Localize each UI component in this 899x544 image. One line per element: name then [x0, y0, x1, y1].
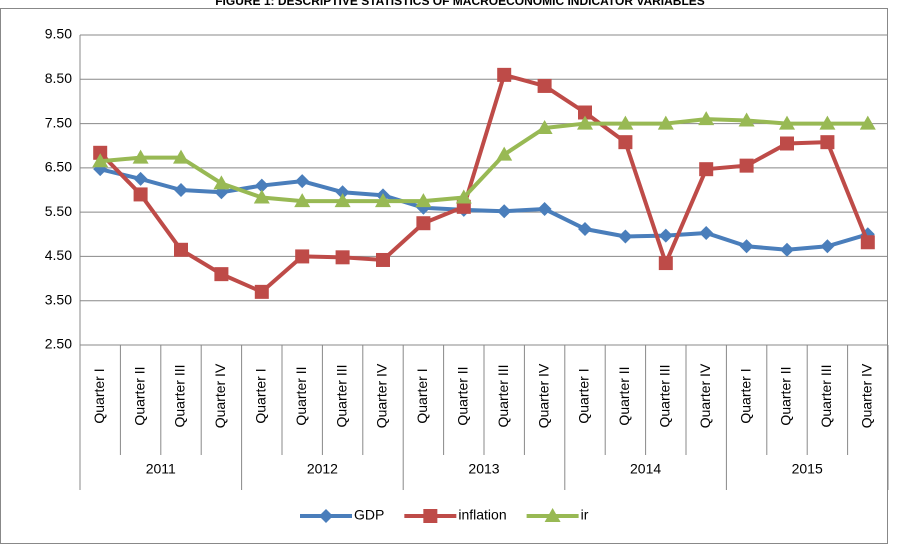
x-tick-label: Quarter I	[91, 368, 107, 423]
point	[860, 235, 875, 250]
point	[577, 115, 593, 130]
point	[738, 112, 755, 127]
point	[658, 256, 673, 271]
point	[779, 115, 795, 130]
legend-marker	[423, 509, 438, 523]
point	[536, 120, 553, 134]
group-label: 2013	[468, 461, 499, 477]
point	[416, 216, 431, 231]
point	[174, 242, 188, 257]
point	[618, 229, 633, 244]
point	[93, 145, 108, 160]
point	[578, 221, 592, 236]
point	[819, 115, 836, 130]
line	[99, 167, 869, 252]
x-tick-label: Quarter III	[818, 364, 834, 427]
group-label: 2014	[630, 461, 661, 477]
chart-title: FIGURE 1: DESCRIPTIVE STATISTICS OF MACR…	[215, 0, 705, 8]
x-tick-label: Quarter IV	[535, 363, 551, 428]
point	[133, 171, 148, 186]
point	[376, 252, 390, 267]
point	[537, 78, 552, 93]
x-tick-label: Quarter II	[131, 366, 147, 425]
x-tick-label: Quarter IV	[697, 363, 713, 428]
point	[699, 162, 714, 177]
point	[658, 228, 673, 243]
point	[537, 202, 552, 217]
legend-marker	[319, 509, 333, 523]
point	[334, 193, 351, 208]
point	[496, 146, 513, 161]
group-label: 2011	[146, 461, 176, 477]
x-tick-label: Quarter III	[495, 364, 511, 427]
chart-frame	[0, 8, 888, 544]
point	[214, 267, 229, 282]
point	[132, 149, 149, 164]
point	[295, 249, 310, 264]
y-tick-label: 9.50	[45, 26, 72, 42]
point	[820, 135, 835, 150]
point	[133, 187, 148, 202]
y-tick-label: 3.50	[45, 291, 72, 307]
y-tick-label: 8.50	[45, 70, 72, 86]
x-tick-label: Quarter II	[455, 366, 471, 425]
legend-label: GDP	[354, 507, 384, 523]
point	[739, 239, 754, 254]
y-tick-label: 6.50	[45, 159, 72, 175]
x-tick-label: Quarter III	[657, 364, 673, 427]
legend-label: inflation	[458, 507, 506, 523]
x-tick-label: Quarter I	[414, 368, 430, 423]
point	[213, 175, 230, 190]
point	[335, 185, 350, 200]
group-label: 2012	[307, 461, 338, 477]
legend-marker	[544, 508, 561, 522]
point	[92, 153, 109, 168]
y-tick-label: 4.50	[45, 247, 72, 263]
point	[618, 135, 633, 150]
x-tick-label: Quarter IV	[374, 363, 390, 428]
point	[254, 284, 269, 299]
point	[820, 239, 835, 254]
x-tick-label: Quarter II	[778, 366, 794, 425]
x-tick-label: Quarter I	[253, 368, 269, 423]
x-tick-label: Quarter III	[333, 364, 349, 427]
x-tick-label: Quarter II	[616, 366, 632, 425]
point	[739, 158, 754, 173]
y-tick-label: 7.50	[45, 114, 72, 130]
point	[455, 189, 472, 204]
point	[617, 115, 634, 130]
x-tick-label: Quarter I	[576, 368, 592, 423]
point	[375, 193, 391, 208]
point	[657, 115, 674, 130]
point	[254, 178, 269, 193]
point	[497, 204, 512, 219]
point	[335, 250, 350, 265]
point	[578, 105, 592, 120]
group-label: 2015	[792, 461, 823, 477]
point	[174, 183, 188, 197]
point	[780, 242, 794, 257]
x-tick-label: Quarter IV	[212, 363, 228, 428]
point	[173, 149, 189, 164]
point	[415, 193, 432, 208]
point	[699, 225, 714, 240]
x-tick-label: Quarter II	[293, 366, 309, 425]
point	[253, 189, 270, 204]
point	[295, 174, 310, 189]
x-tick-label: Quarter I	[737, 368, 753, 423]
line	[100, 117, 868, 204]
point	[780, 136, 794, 151]
legend-label: ir	[581, 507, 589, 523]
y-tick-label: 5.50	[45, 203, 72, 219]
point	[698, 111, 715, 126]
x-tick-label: Quarter IV	[859, 363, 875, 428]
x-tick-label: Quarter III	[172, 364, 188, 427]
point	[859, 115, 876, 130]
y-tick-label: 2.50	[45, 336, 72, 352]
point	[294, 193, 311, 208]
point	[497, 67, 512, 82]
